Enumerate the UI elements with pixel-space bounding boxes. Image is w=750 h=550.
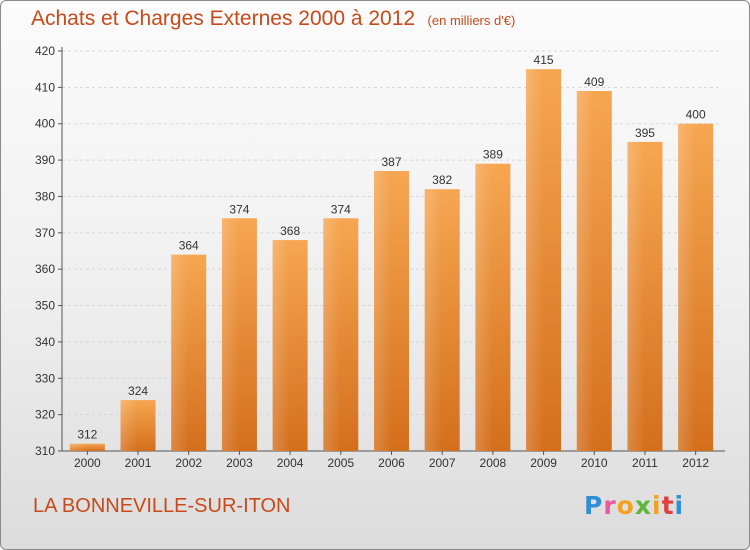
- bar-highlight: [627, 141, 645, 451]
- data-label: 368: [280, 224, 300, 238]
- y-tick-label: 340: [35, 335, 55, 349]
- data-label: 395: [635, 126, 655, 140]
- logo-letter: i: [652, 491, 662, 520]
- y-tick-label: 360: [35, 262, 55, 276]
- y-tick-label: 320: [35, 408, 55, 422]
- data-label: 324: [128, 384, 148, 398]
- x-tick-label: 2002: [175, 456, 202, 470]
- bar-highlight: [221, 218, 240, 451]
- x-tick-label: 2003: [226, 456, 253, 470]
- bar-highlight: [120, 400, 139, 451]
- chart-title: Achats et Charges Externes 2000 à 2012: [31, 7, 416, 30]
- bar-highlight: [323, 218, 341, 451]
- proxiti-logo: Proxiti: [584, 491, 684, 520]
- data-label: 400: [686, 108, 706, 122]
- x-tick-label: 2010: [581, 456, 608, 470]
- logo-letter: i: [674, 491, 685, 520]
- data-label: 364: [179, 239, 199, 253]
- y-tick-label: 400: [35, 117, 55, 131]
- y-tick-label: 380: [35, 189, 55, 203]
- bar-highlight: [374, 171, 392, 451]
- x-tick-label: 2000: [74, 456, 101, 470]
- bar-highlight: [678, 123, 696, 452]
- data-label: 415: [534, 53, 554, 67]
- logo-letter: t: [661, 491, 675, 520]
- y-tick-label: 370: [35, 226, 55, 240]
- title-row: Achats et Charges Externes 2000 à 2012 (…: [31, 7, 515, 31]
- bar-highlight: [69, 443, 88, 451]
- logo-letter: P: [584, 491, 604, 520]
- bar-highlight: [424, 189, 443, 451]
- y-tick-label: 330: [35, 371, 55, 385]
- bar-highlight: [475, 163, 493, 451]
- data-label: 374: [331, 202, 351, 216]
- x-tick-label: 2009: [530, 456, 557, 470]
- logo-letter: r: [603, 491, 617, 520]
- y-tick-label: 310: [35, 444, 55, 458]
- data-label: 374: [229, 202, 249, 216]
- x-tick-label: 2007: [429, 456, 456, 470]
- bar-highlight: [171, 254, 189, 451]
- logo-letter: o: [616, 491, 635, 520]
- x-tick-label: 2005: [327, 456, 354, 470]
- bar-highlight: [576, 91, 595, 451]
- city-name: LA BONNEVILLE-SUR-ITON: [33, 495, 291, 517]
- x-tick-label: 2012: [682, 456, 709, 470]
- chart-unit: (en milliers d'€): [427, 13, 516, 28]
- x-tick-label: 2011: [632, 456, 658, 470]
- data-label: 409: [584, 75, 604, 89]
- y-tick-label: 410: [35, 80, 55, 94]
- x-tick-label: 2006: [378, 456, 405, 470]
- bar-highlight: [526, 69, 544, 451]
- logo-letter: x: [634, 491, 652, 520]
- x-tick-label: 2001: [125, 456, 152, 470]
- y-tick-label: 420: [35, 44, 55, 58]
- x-tick-label: 2008: [480, 456, 507, 470]
- data-label: 382: [432, 173, 452, 187]
- data-label: 389: [483, 148, 503, 162]
- x-tick-label: 2004: [277, 456, 304, 470]
- bar-highlight: [272, 240, 291, 451]
- data-label: 312: [77, 428, 97, 442]
- data-label: 387: [381, 155, 401, 169]
- y-tick-label: 350: [35, 299, 55, 313]
- y-tick-label: 390: [35, 153, 55, 167]
